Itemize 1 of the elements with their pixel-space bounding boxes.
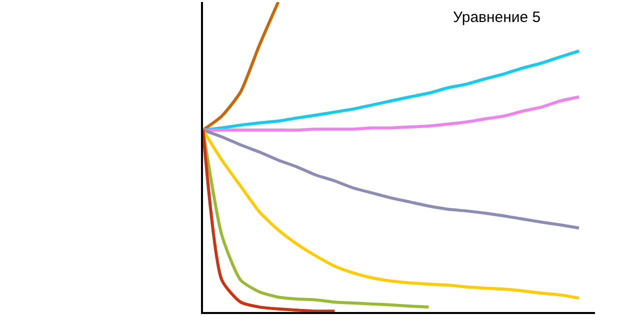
text: Уравнение 5 (453, 9, 541, 26)
